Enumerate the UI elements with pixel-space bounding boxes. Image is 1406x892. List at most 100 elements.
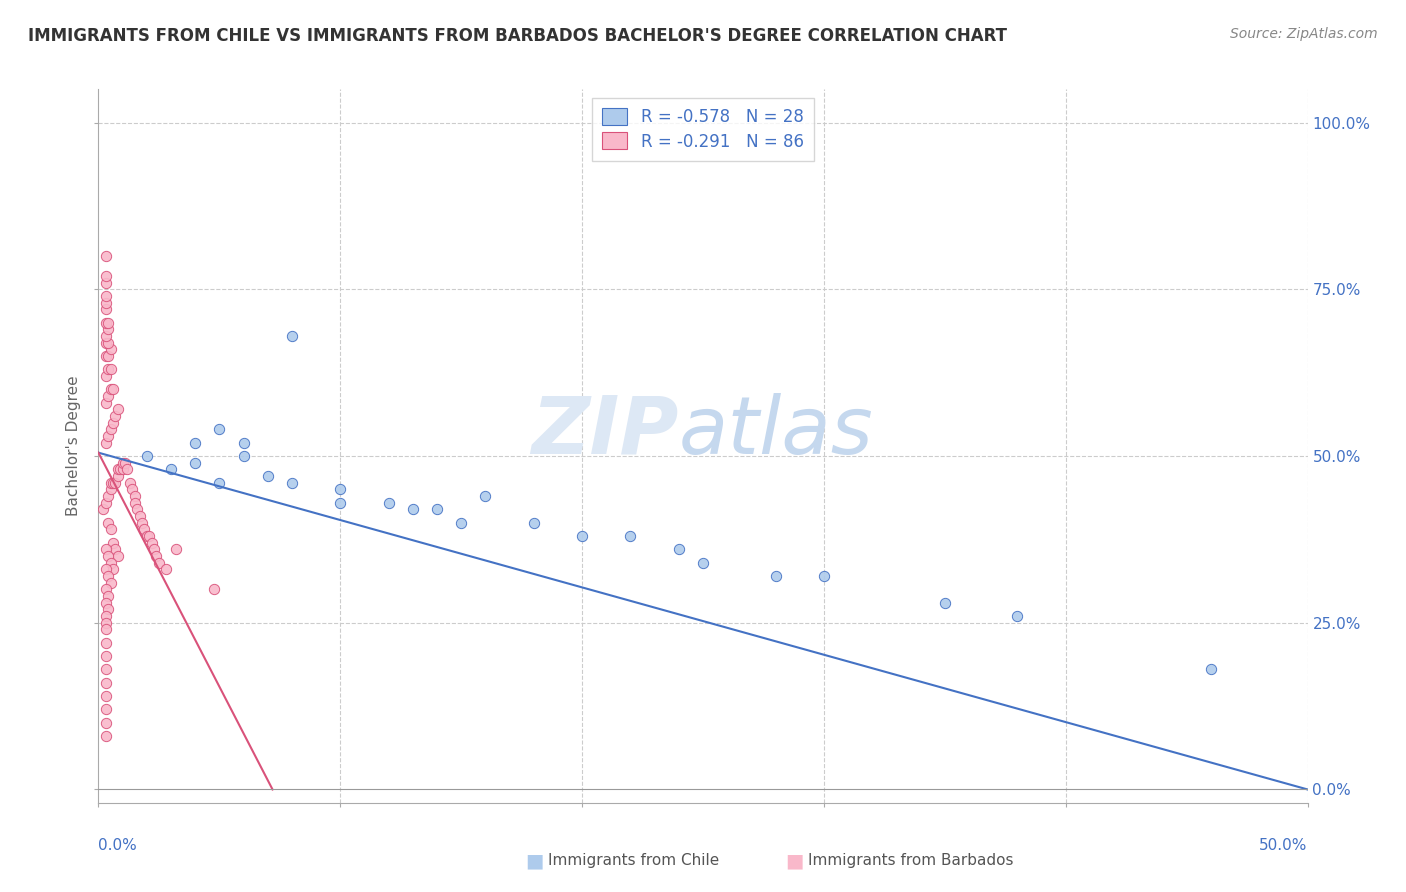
Point bbox=[94, 689, 117, 703]
Point bbox=[934, 596, 956, 610]
Point bbox=[94, 276, 117, 290]
Point bbox=[160, 462, 183, 476]
Point bbox=[100, 362, 122, 376]
Point bbox=[121, 483, 143, 497]
Point bbox=[100, 382, 122, 396]
Legend: R = -0.578   N = 28, R = -0.291   N = 86: R = -0.578 N = 28, R = -0.291 N = 86 bbox=[592, 97, 814, 161]
Point bbox=[97, 322, 120, 336]
Point bbox=[145, 549, 167, 563]
Point bbox=[104, 542, 127, 557]
Point bbox=[94, 649, 117, 664]
Point bbox=[765, 569, 787, 583]
Point bbox=[97, 589, 120, 603]
Point bbox=[450, 516, 472, 530]
Point bbox=[100, 343, 122, 357]
Point bbox=[114, 456, 136, 470]
Point bbox=[97, 569, 120, 583]
Point bbox=[97, 429, 120, 443]
Point bbox=[668, 542, 690, 557]
Point bbox=[256, 469, 278, 483]
Point bbox=[281, 329, 304, 343]
Point bbox=[97, 516, 120, 530]
Text: ■: ■ bbox=[785, 851, 804, 871]
Point bbox=[94, 562, 117, 576]
Text: atlas: atlas bbox=[679, 392, 873, 471]
Point bbox=[94, 729, 117, 743]
Text: Source: ZipAtlas.com: Source: ZipAtlas.com bbox=[1230, 27, 1378, 41]
Point bbox=[100, 556, 122, 570]
Point bbox=[100, 522, 122, 536]
Point bbox=[232, 435, 254, 450]
Point bbox=[94, 295, 117, 310]
Point bbox=[94, 662, 117, 676]
Point bbox=[184, 435, 207, 450]
Point bbox=[94, 395, 117, 409]
Point bbox=[94, 542, 117, 557]
Point bbox=[813, 569, 835, 583]
Point bbox=[111, 456, 134, 470]
Point bbox=[143, 542, 166, 557]
Point bbox=[692, 556, 714, 570]
Point bbox=[97, 549, 120, 563]
Point bbox=[94, 675, 117, 690]
Point bbox=[94, 623, 117, 637]
Point bbox=[135, 449, 157, 463]
Point bbox=[165, 542, 187, 557]
Point bbox=[128, 509, 150, 524]
Text: Immigrants from Chile: Immigrants from Chile bbox=[548, 854, 720, 868]
Point bbox=[281, 475, 304, 490]
Point bbox=[94, 715, 117, 730]
Point bbox=[101, 382, 124, 396]
Point bbox=[100, 483, 122, 497]
Point bbox=[94, 368, 117, 383]
Point bbox=[101, 416, 124, 430]
Y-axis label: Bachelor's Degree: Bachelor's Degree bbox=[66, 376, 82, 516]
Point bbox=[94, 435, 117, 450]
Point bbox=[94, 496, 117, 510]
Point bbox=[134, 522, 156, 536]
Point bbox=[97, 489, 120, 503]
Point bbox=[104, 409, 127, 423]
Point bbox=[208, 475, 231, 490]
Point bbox=[204, 582, 226, 597]
Point bbox=[117, 462, 139, 476]
Point bbox=[94, 636, 117, 650]
Point bbox=[124, 489, 146, 503]
Point bbox=[474, 489, 496, 503]
Point bbox=[402, 502, 425, 516]
Point bbox=[101, 475, 124, 490]
Point bbox=[91, 502, 114, 516]
Point bbox=[232, 449, 254, 463]
Point bbox=[619, 529, 641, 543]
Point bbox=[141, 535, 163, 549]
Point bbox=[94, 329, 117, 343]
Point bbox=[107, 469, 129, 483]
Point bbox=[97, 389, 120, 403]
Point bbox=[523, 516, 546, 530]
Point bbox=[127, 502, 149, 516]
Point bbox=[94, 249, 117, 263]
Text: 0.0%: 0.0% bbox=[98, 838, 138, 854]
Point bbox=[111, 462, 134, 476]
Point bbox=[94, 268, 117, 283]
Point bbox=[97, 335, 120, 350]
Point bbox=[108, 462, 131, 476]
Point bbox=[97, 316, 120, 330]
Point bbox=[1199, 662, 1222, 676]
Point bbox=[208, 422, 231, 436]
Point bbox=[138, 529, 160, 543]
Point bbox=[101, 562, 124, 576]
Text: 50.0%: 50.0% bbox=[1260, 838, 1308, 854]
Point bbox=[107, 549, 129, 563]
Point bbox=[100, 475, 122, 490]
Point bbox=[94, 596, 117, 610]
Text: Immigrants from Barbados: Immigrants from Barbados bbox=[808, 854, 1014, 868]
Point bbox=[104, 475, 127, 490]
Point bbox=[94, 289, 117, 303]
Point bbox=[94, 349, 117, 363]
Point bbox=[155, 562, 177, 576]
Point bbox=[124, 496, 146, 510]
Point bbox=[329, 496, 352, 510]
Point bbox=[101, 535, 124, 549]
Point bbox=[94, 302, 117, 317]
